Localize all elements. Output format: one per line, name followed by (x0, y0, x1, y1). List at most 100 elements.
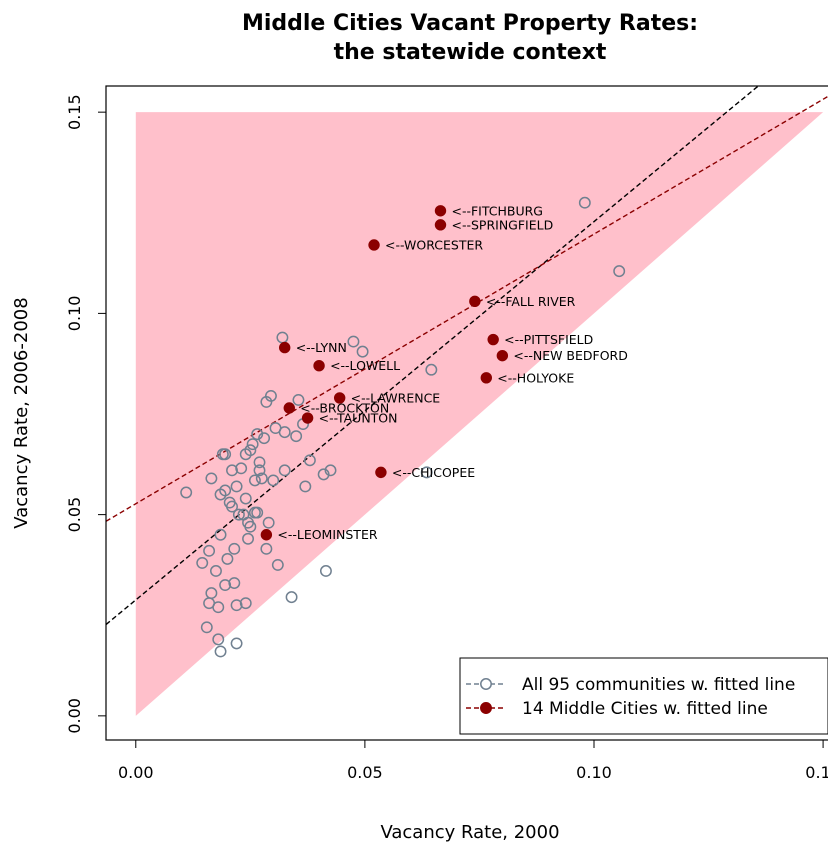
community-point (578, 196, 591, 209)
middle-city-point (278, 341, 291, 354)
community-point (271, 558, 284, 571)
middle-city-point (480, 372, 493, 384)
middle-city-label: <--LEOMINSTER (277, 527, 377, 542)
community-point (200, 621, 213, 634)
legend-label: All 95 communities w. fitted line (522, 675, 795, 695)
y-tick-label: 0.15 (65, 94, 84, 130)
community-point (248, 474, 261, 487)
community-point (196, 556, 209, 569)
community-point (253, 456, 266, 469)
community-point (267, 474, 280, 487)
community-point (244, 520, 257, 533)
community-point (219, 484, 232, 497)
x-tick-label: 0.10 (576, 763, 612, 782)
middle-city-point (283, 402, 295, 414)
middle-city-point (333, 392, 346, 404)
y-tick-label: 0.10 (65, 296, 84, 332)
middle-city-point (434, 205, 447, 217)
middle-city-label: <--LYNN (296, 340, 347, 355)
community-point (212, 601, 225, 614)
community-point (258, 432, 271, 445)
legend-box (459, 657, 828, 735)
chart-title-line2: the statewide context (334, 40, 607, 65)
y-axis-title: Vacancy Rate, 2006-2008 (11, 297, 32, 528)
community-point (253, 464, 266, 477)
community-point (262, 516, 275, 529)
community-point (205, 472, 218, 485)
community-point (244, 444, 257, 457)
middle-city-point (434, 219, 447, 231)
community-point (232, 508, 245, 521)
middle-city-point (368, 239, 380, 251)
community-point (319, 565, 332, 577)
community-point (221, 552, 234, 565)
plot-frame (105, 85, 828, 741)
community-point (356, 345, 369, 358)
community-point (265, 389, 277, 402)
middle-city-point (260, 529, 273, 541)
community-point (180, 486, 193, 499)
community-point (425, 363, 438, 376)
community-point (292, 393, 305, 406)
middle-city-point (496, 349, 509, 362)
community-point (212, 633, 225, 646)
middle-city-label: <--HOLYOKE (497, 370, 574, 385)
fit-line-middle-cities (106, 95, 828, 522)
community-point (317, 468, 330, 481)
middle-city-label: <--NEW BEDFORD (513, 348, 628, 363)
community-point (239, 597, 252, 610)
community-point (251, 428, 264, 441)
community-point (285, 591, 298, 604)
community-point (230, 480, 243, 493)
community-point (230, 637, 243, 650)
community-point (205, 587, 218, 600)
x-tick-label: 0.15 (805, 763, 828, 782)
community-point (219, 448, 232, 461)
middle-city-label: <--FALL RIVER (486, 294, 576, 309)
community-point (203, 544, 216, 557)
middle-city-label: <--FITCHBURG (451, 203, 542, 218)
middle-city-label: <--PITTSFIELD (504, 332, 593, 347)
middle-city-label: <--BROCKTON (300, 400, 389, 415)
community-point (299, 480, 312, 493)
shaded-region (135, 112, 824, 716)
middle-city-label: <--LOWELL (330, 358, 400, 373)
community-point (228, 577, 241, 589)
y-tick-label: 0.00 (65, 698, 84, 734)
community-point (214, 528, 227, 541)
community-point (260, 542, 273, 555)
community-point (228, 542, 241, 555)
legend: All 95 communities w. fitted line 14 Midd… (459, 657, 828, 735)
community-point (255, 472, 268, 485)
community-point (420, 466, 433, 479)
middle-city-point (487, 333, 499, 346)
city-labels: <--FITCHBURG<--SPRINGFIELD <--WORCESTER <-… (277, 203, 627, 542)
middle-city-label: <--TAUNTON (319, 411, 398, 426)
community-point (230, 599, 243, 612)
x-axis: 0.00 0.05 0.10 0.15 (118, 739, 828, 782)
community-point (226, 500, 238, 513)
legend-marker (480, 702, 492, 714)
community-point (242, 532, 254, 545)
middle-city-point (313, 360, 325, 372)
community-point (210, 565, 222, 577)
legend-marker (480, 678, 492, 690)
middle-city-label: <--SPRINGFIELD (451, 217, 553, 232)
community-point (278, 426, 291, 439)
community-point (246, 438, 259, 451)
community-point (239, 492, 252, 505)
fit-lines (106, 86, 828, 626)
all-communities-points (180, 196, 626, 658)
community-point (251, 506, 264, 519)
x-tick-label: 0.00 (118, 763, 154, 782)
community-point (278, 464, 291, 477)
middle-city-label: <--WORCESTER (385, 237, 483, 252)
community-point (219, 579, 232, 592)
y-tick-label: 0.05 (65, 497, 84, 533)
middle-city-label: <--CHICOPEE (392, 465, 475, 480)
y-axis: 0.00 0.05 0.10 0.15 (65, 94, 107, 734)
community-point (347, 335, 360, 348)
chart-title-line1: Middle Cities Vacant Property Rates: (242, 11, 698, 36)
community-point (235, 462, 248, 475)
middle-city-point (301, 412, 314, 424)
